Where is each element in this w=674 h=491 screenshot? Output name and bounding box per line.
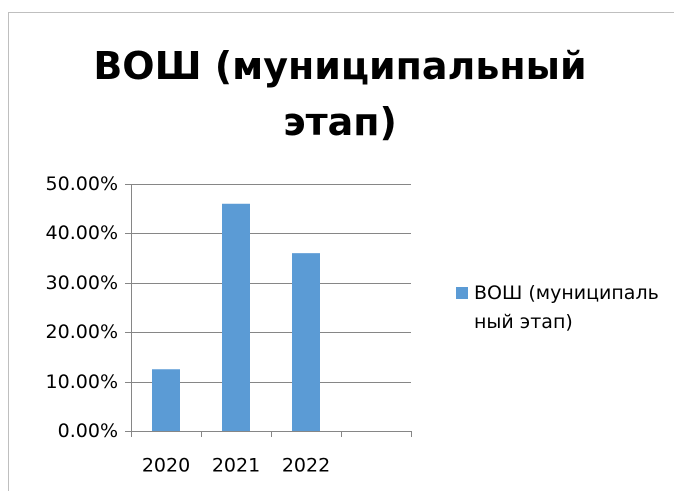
chart-border bbox=[8, 12, 674, 491]
y-tick-label: 40.00% bbox=[46, 222, 118, 244]
y-tick-label: 0.00% bbox=[58, 420, 118, 442]
bar bbox=[292, 253, 320, 431]
x-tick-label: 2021 bbox=[212, 455, 260, 477]
y-tick-label: 50.00% bbox=[46, 173, 118, 195]
legend-key bbox=[456, 287, 468, 299]
x-tick-label: 2020 bbox=[142, 455, 190, 477]
chart-title: ВОШ (муниципальный этап) bbox=[93, 44, 587, 144]
y-tick-label: 10.00% bbox=[46, 371, 118, 393]
y-tick-label: 30.00% bbox=[46, 272, 118, 294]
bar bbox=[152, 369, 180, 431]
bar bbox=[222, 203, 250, 431]
x-tick-label: 2022 bbox=[282, 455, 330, 477]
y-tick-label: 20.00% bbox=[46, 321, 118, 343]
legend-label: ВОШ (муниципальный этап) bbox=[474, 282, 659, 333]
